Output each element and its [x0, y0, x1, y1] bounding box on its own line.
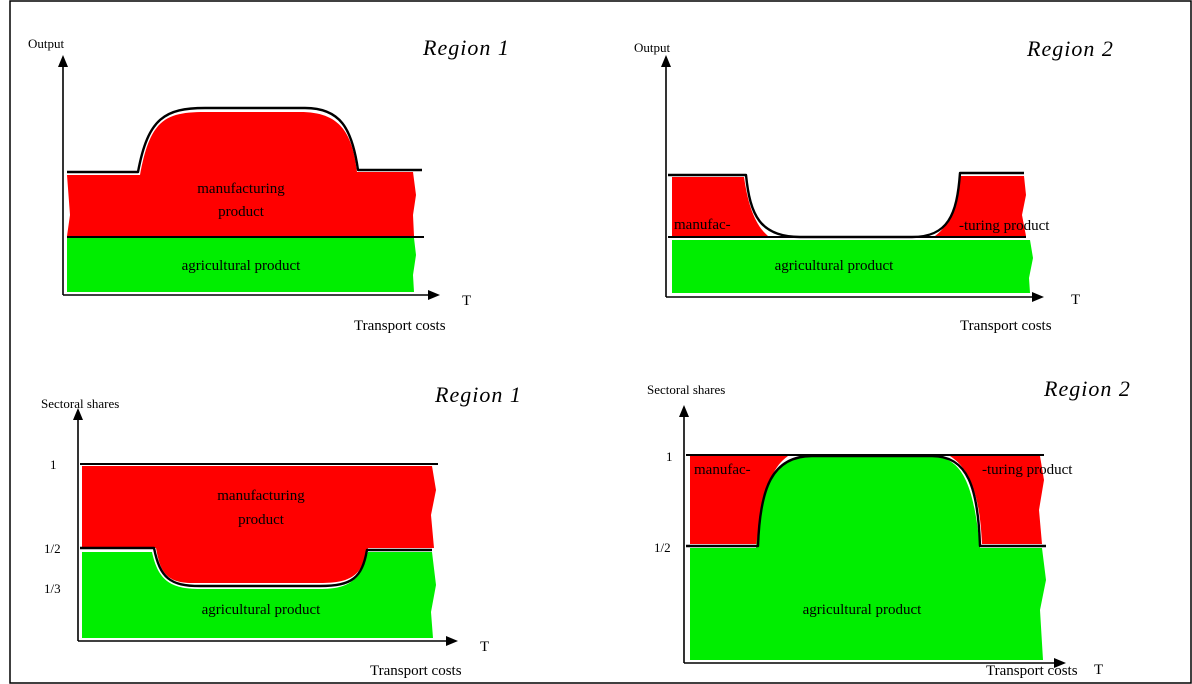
tick-label-third: 1/3 [44, 581, 61, 596]
y-axis-arrow [58, 55, 68, 67]
manufacturing-label: product [218, 204, 265, 220]
x-axis-label: Transport costs [354, 318, 446, 334]
manufacturing-area-left [690, 456, 788, 544]
manufacturing-right-label: -turing product [982, 462, 1073, 478]
x-axis-symbol: T [1071, 292, 1080, 308]
manufacturing-area-left [672, 177, 768, 236]
manufacturing-label: manufacturing [217, 488, 305, 504]
y-axis-label: Sectoral shares [647, 382, 725, 397]
x-axis-label: Transport costs [370, 663, 462, 679]
panel-title: Region 2 [1026, 36, 1114, 61]
y-axis-arrow [73, 408, 83, 420]
tick-label-half: 1/2 [44, 541, 61, 556]
x-axis-symbol: T [1094, 662, 1103, 678]
agricultural-area [67, 238, 416, 292]
x-axis-arrow [1032, 292, 1044, 302]
y-axis-label: Output [634, 40, 671, 55]
agricultural-label: agricultural product [775, 258, 895, 274]
manufacturing-left-label: manufac- [674, 217, 731, 233]
panel-bottom-left: Sectoral shares Region 1 1 1/2 1/3 T Tra… [41, 382, 522, 679]
agricultural-area [672, 240, 1033, 293]
agricultural-area [82, 552, 436, 638]
manufacturing-area [67, 112, 416, 236]
manufacturing-area-right [950, 456, 1044, 544]
agricultural-label: agricultural product [803, 602, 923, 618]
manufacturing-right-label: -turing product [959, 218, 1050, 234]
x-axis-arrow [1054, 658, 1066, 668]
manufacturing-label: manufacturing [197, 181, 285, 197]
manufacturing-area-right [935, 176, 1026, 236]
x-axis-label: Transport costs [986, 663, 1078, 679]
y-axis-arrow [679, 405, 689, 417]
x-axis-arrow [428, 290, 440, 300]
panel-title: Region 1 [422, 35, 510, 60]
panel-bottom-right: Sectoral shares Region 2 1 1/2 T Transpo… [647, 376, 1131, 679]
agricultural-area [690, 456, 1046, 660]
panel-title: Region 2 [1043, 376, 1131, 401]
figure-border [9, 0, 1192, 684]
y-axis-label: Sectoral shares [41, 396, 119, 411]
y-axis-arrow [661, 55, 671, 67]
y-axis-label: Output [28, 36, 65, 51]
panel-top-left: Output Region 1 T Transport costs manufa… [28, 35, 510, 334]
tick-label-1: 1 [666, 449, 673, 464]
manufacturing-left-label: manufac- [694, 462, 751, 478]
panel-title: Region 1 [434, 382, 522, 407]
tick-label-half: 1/2 [654, 540, 671, 555]
tick-label-1: 1 [50, 457, 57, 472]
manufacturing-label: product [238, 512, 285, 528]
x-axis-arrow [446, 636, 458, 646]
agricultural-label: agricultural product [202, 602, 322, 618]
output-curve [67, 106, 422, 174]
panel-top-right: Output Region 2 T Transport costs manufa… [634, 36, 1114, 334]
x-axis-symbol: T [462, 293, 471, 309]
share-curve [80, 546, 432, 588]
x-axis-symbol: T [480, 639, 489, 655]
agricultural-label: agricultural product [182, 258, 302, 274]
manufacturing-area [82, 466, 436, 583]
x-axis-label: Transport costs [960, 318, 1052, 334]
